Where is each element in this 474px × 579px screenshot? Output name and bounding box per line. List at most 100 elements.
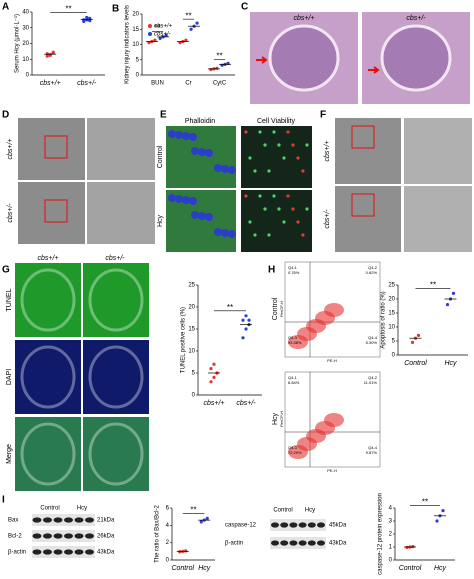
label: 26kDa <box>97 534 115 540</box>
label: cbs+/- <box>406 15 426 22</box>
cell <box>267 169 271 173</box>
point <box>416 333 421 337</box>
point <box>405 545 409 549</box>
cell <box>301 233 305 237</box>
label: 0.62% <box>366 270 378 275</box>
cell <box>301 169 305 173</box>
significance: ** <box>216 52 222 61</box>
point <box>51 50 55 54</box>
point <box>45 54 49 58</box>
nucleus <box>221 229 229 237</box>
point <box>209 367 213 371</box>
band <box>298 540 307 546</box>
y-tick-label: 20 <box>388 297 395 303</box>
micrograph <box>18 182 85 244</box>
glomerulus <box>20 422 76 486</box>
nucleus <box>168 194 176 202</box>
legend-swatch <box>148 32 152 36</box>
x-tick-label: Hcy <box>198 565 211 572</box>
panel-letter: G <box>2 265 10 276</box>
panel-letter: H <box>268 265 275 276</box>
cell-cloud <box>324 303 344 317</box>
point <box>435 519 439 523</box>
legend-label: cbs+/+ <box>154 24 173 30</box>
y-tick-label: 40 <box>22 10 29 16</box>
band <box>64 517 73 523</box>
cell <box>258 130 262 134</box>
blot-strip <box>270 519 326 531</box>
y-tick-label: 25 <box>188 283 195 289</box>
label: Control <box>272 297 279 320</box>
band <box>32 517 42 523</box>
y-tick-label: 15 <box>388 311 395 317</box>
nucleus <box>168 130 176 138</box>
glomerulus <box>380 24 452 92</box>
nucleus <box>198 148 206 156</box>
label: PerCP-H <box>279 301 284 317</box>
cell <box>248 220 252 224</box>
x-tick-label: cbs+/- <box>77 80 97 87</box>
label: cbs+/+ <box>7 138 14 159</box>
label: Control <box>273 508 292 514</box>
label: 5.30% <box>366 340 378 345</box>
micrograph <box>87 182 155 244</box>
y-tick-label: 5 <box>192 371 196 377</box>
y-tick-label: 15 <box>188 327 195 333</box>
cell <box>244 130 248 134</box>
y-axis-label: Serum Hcy (μmol·L⁻¹) <box>15 14 21 73</box>
band <box>74 549 84 555</box>
nucleus <box>182 196 190 204</box>
y-tick-label: 4 <box>166 523 170 529</box>
y-axis-label: Kidney injury indicators levels <box>125 5 131 84</box>
nucleus <box>189 133 197 141</box>
point <box>184 38 188 42</box>
label: 72.29% <box>288 450 302 455</box>
glomerulus <box>20 268 76 332</box>
label: Q4-4 <box>368 445 378 450</box>
y-tick-label: 0 <box>166 558 170 564</box>
point <box>215 66 219 70</box>
y-axis-label: The ratio of Bax/Bcl-2 <box>155 504 161 562</box>
label: Hcy <box>77 506 87 512</box>
band <box>317 522 325 528</box>
point <box>244 327 248 331</box>
band <box>43 549 52 555</box>
blot-strip <box>270 537 326 549</box>
label: 93.38% <box>288 340 302 345</box>
significance: ** <box>185 11 191 20</box>
nucleus <box>191 211 199 219</box>
zoom-box <box>44 135 68 159</box>
label: 9.87% <box>366 450 378 455</box>
point <box>153 38 157 42</box>
band <box>43 533 52 539</box>
panel-letter: F <box>320 110 326 121</box>
point <box>158 36 162 41</box>
y-tick-label: 0 <box>26 73 30 79</box>
y-tick-label: 2 <box>389 532 393 538</box>
cell <box>282 156 286 160</box>
y-axis-label: TUNEL positive cells (%) <box>181 307 187 373</box>
micrograph <box>18 118 85 180</box>
label: TUNEL <box>6 288 13 311</box>
micrograph <box>15 340 81 414</box>
nucleus <box>198 212 206 220</box>
label: Cell Viability <box>257 118 295 125</box>
label: 45kDa <box>329 523 347 529</box>
y-tick-label: 10 <box>22 57 29 63</box>
label: cbs+/+ <box>37 255 58 262</box>
micrograph <box>83 417 149 491</box>
label: 6.84% <box>288 380 300 385</box>
significance: ** <box>422 498 428 507</box>
nucleus <box>214 164 222 172</box>
band <box>307 540 316 546</box>
zoom-box <box>351 193 375 217</box>
x-tick-label: Hcy <box>434 565 447 572</box>
x-tick-label: Hcy <box>444 360 457 367</box>
point <box>212 375 216 379</box>
band <box>74 517 84 523</box>
label: β-actin <box>225 541 243 547</box>
band <box>85 549 94 555</box>
nucleus <box>175 195 183 203</box>
label: Q4-4 <box>368 335 378 340</box>
x-tick-label: Cr <box>185 81 191 87</box>
